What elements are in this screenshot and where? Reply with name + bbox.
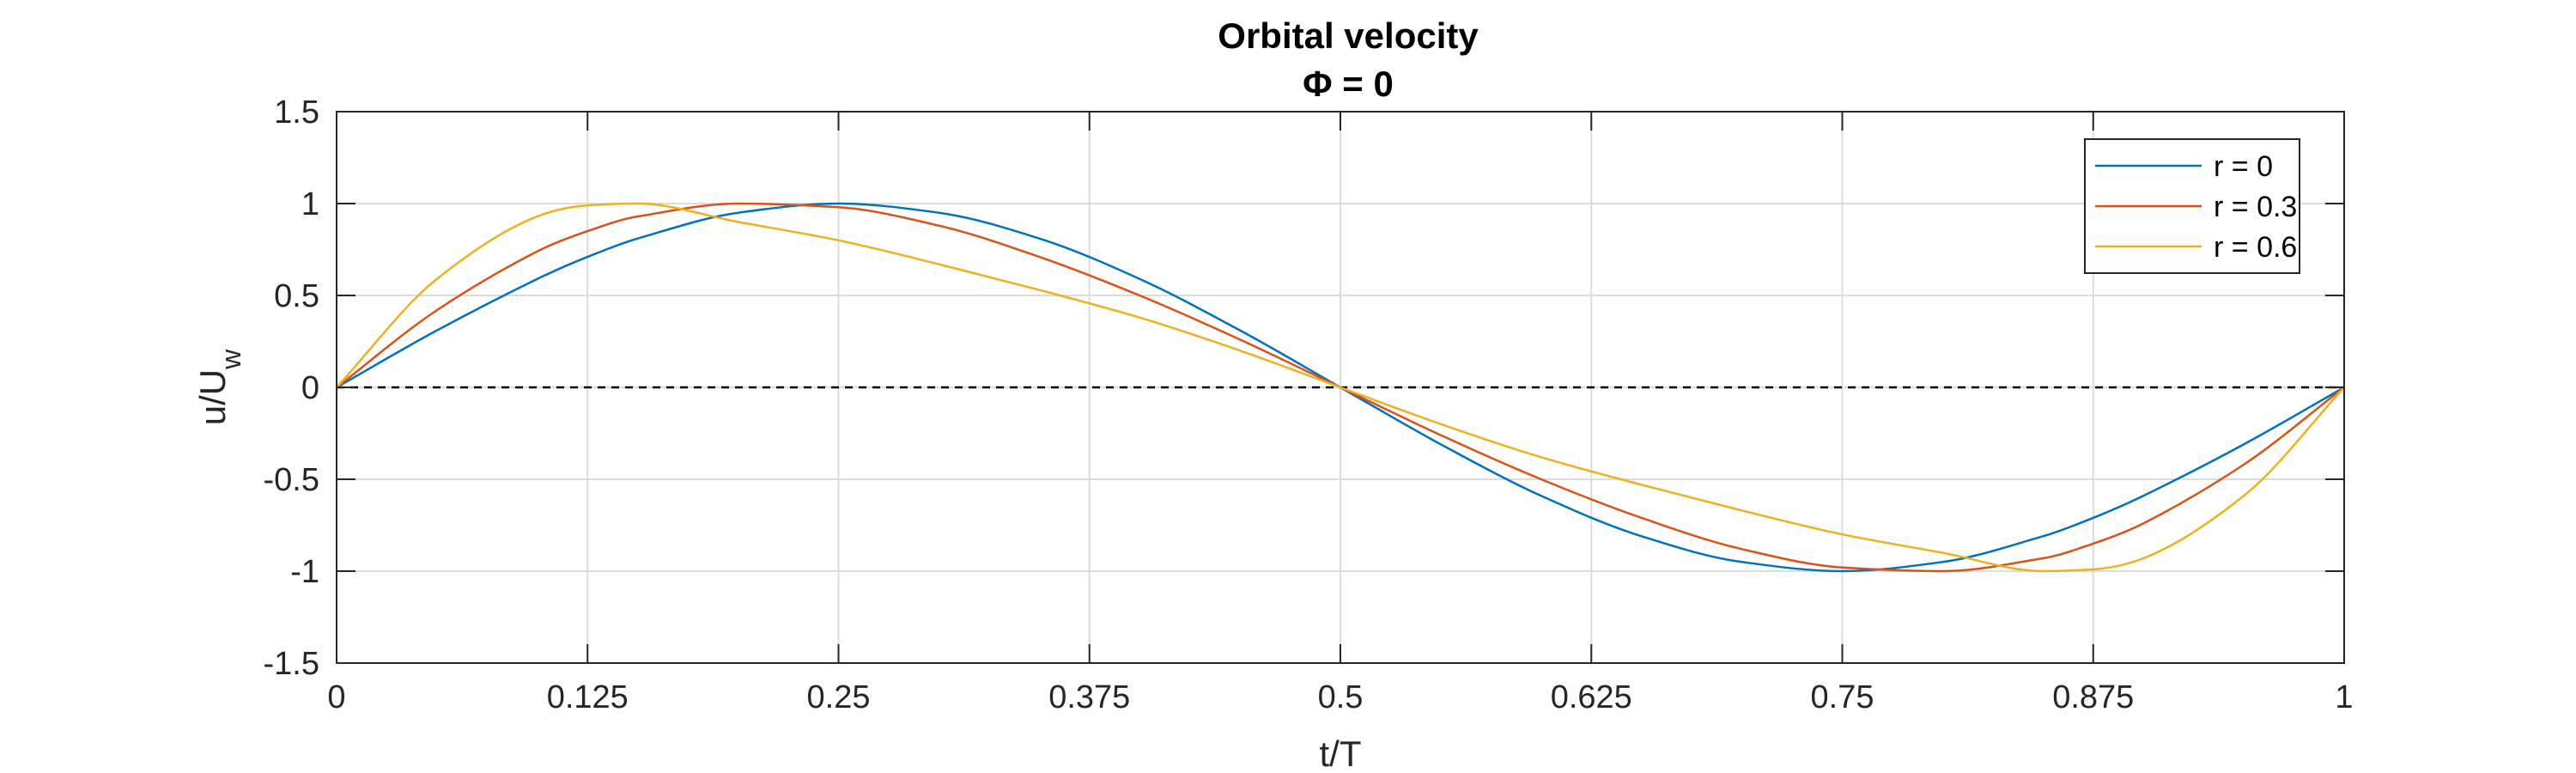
legend-label-0: r = 0 [2214, 150, 2273, 183]
legend-label-2: r = 0.6 [2214, 231, 2297, 264]
y-tick-label-1: -1 [290, 554, 319, 590]
x-tick-label-1: 0.125 [547, 679, 629, 715]
x-tick-label-8: 1 [2335, 679, 2353, 715]
y-tick-label-2: -0.5 [264, 462, 319, 498]
series-layer [336, 202, 2345, 573]
chart-title: Orbital velocity [1218, 15, 1479, 56]
x-tick-label-5: 0.625 [1551, 679, 1632, 715]
x-tick-label-2: 0.25 [807, 679, 871, 715]
x-tick-label-3: 0.375 [1048, 679, 1130, 715]
y-tick-label-5: 1 [301, 186, 319, 222]
y-tick-label-4: 0.5 [274, 278, 319, 314]
legend-label-1: r = 0.3 [2214, 191, 2297, 223]
x-axis-label: t/T [1320, 733, 1362, 773]
legend: r = 0 r = 0.3 r = 0.6 [2084, 138, 2300, 274]
y-axis-label-main: u/U [192, 369, 233, 425]
y-axis-label-subscript: w [216, 349, 246, 370]
x-tick-label-7: 0.875 [2052, 679, 2134, 715]
x-tick-label-4: 0.5 [1318, 679, 1364, 715]
series-line-2 [336, 202, 2345, 573]
x-tick-labels: 0 0.125 0.25 0.375 0.5 0.625 0.75 0.875 1 [327, 679, 2353, 715]
y-tick-labels: -1.5 -1 -0.5 0 0.5 1 1.5 [264, 94, 319, 682]
ticks [336, 111, 2345, 664]
y-tick-label-3: 0 [301, 370, 319, 406]
x-tick-label-6: 0.75 [1811, 679, 1874, 715]
y-tick-label-0: -1.5 [264, 646, 319, 682]
chart-subtitle: Φ = 0 [1303, 64, 1394, 104]
y-axis-label: u/Uw [192, 349, 246, 425]
x-tick-label-0: 0 [327, 679, 345, 715]
y-tick-label-6: 1.5 [274, 94, 319, 131]
